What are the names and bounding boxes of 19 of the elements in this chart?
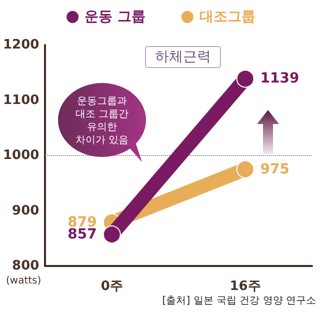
y-tick-label: 1200: [2, 38, 40, 52]
y-tick-label: 900: [12, 203, 40, 218]
data-label: 1139: [260, 70, 300, 87]
legend-label: 운동 그룹: [84, 9, 146, 25]
annotation: 운동그룹과 대조 그룹간 유의한 차이가 있음: [74, 95, 130, 147]
y-tick-label: 1000: [2, 148, 40, 163]
data-label: 975: [260, 161, 290, 178]
y-axis-title: (watts): [6, 276, 42, 286]
text: [출처] 일본 국립 건강 영양 연구소: [162, 296, 316, 306]
x-tick-label: 0주: [100, 279, 123, 294]
data-label: 857: [68, 226, 97, 243]
chart-title: 하체근력: [155, 49, 211, 65]
y-tick-label: 800: [12, 258, 40, 274]
point: [102, 226, 121, 244]
point: [236, 70, 254, 88]
x-tick-label: 16주: [230, 279, 261, 294]
point: [236, 160, 254, 178]
legend-label: 대조그룹: [199, 9, 256, 25]
y-tick-label: 1100: [2, 92, 40, 108]
